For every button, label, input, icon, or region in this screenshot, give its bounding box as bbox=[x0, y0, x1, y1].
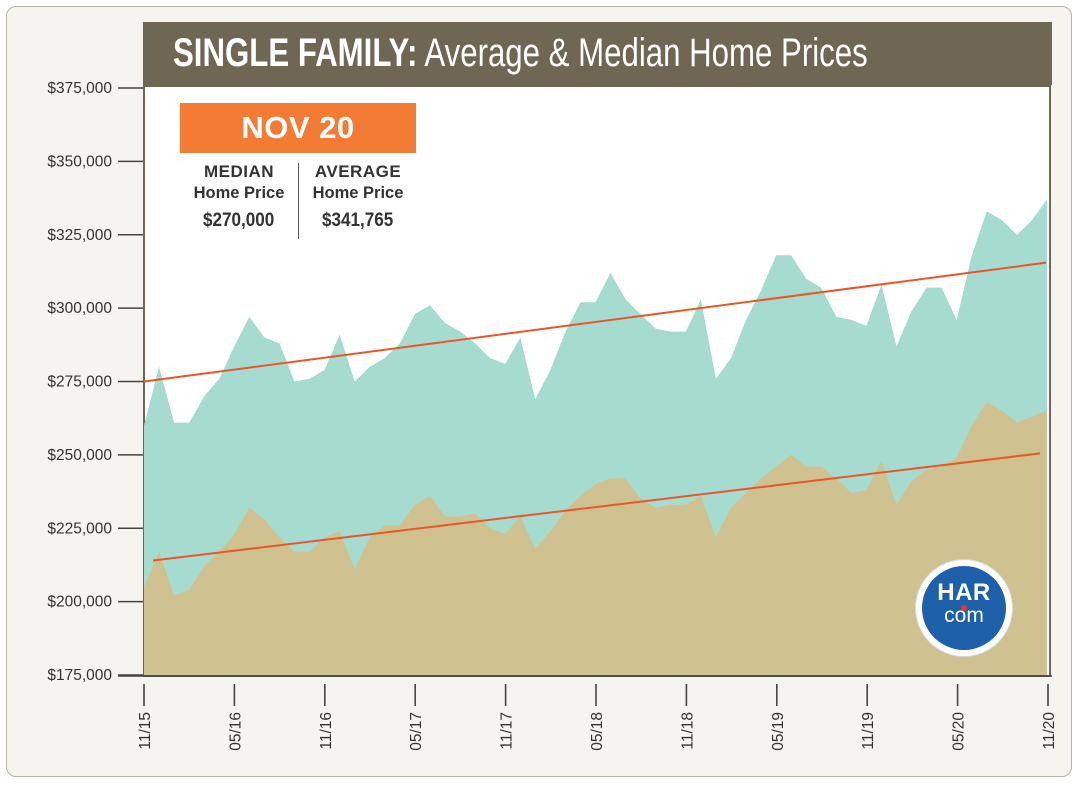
x-tick-label: 11/19 bbox=[860, 712, 877, 750]
chart-title-bar: SINGLE FAMILY: Average & Median Home Pri… bbox=[143, 22, 1052, 85]
average-sublabel: Home Price bbox=[312, 184, 404, 202]
median-stat: MEDIAN Home Price $270,000 bbox=[180, 161, 298, 239]
title-regular-part: Average & Median Home Prices bbox=[417, 31, 868, 75]
har-logo: HAR com bbox=[916, 560, 1012, 656]
average-label: AVERAGE bbox=[314, 162, 402, 181]
stat-divider bbox=[298, 163, 299, 239]
trend-line-median bbox=[152, 452, 1041, 562]
x-tick-label: 05/18 bbox=[589, 712, 606, 751]
chart-title: SINGLE FAMILY: Average & Median Home Pri… bbox=[173, 31, 868, 76]
median-label: MEDIAN bbox=[203, 162, 275, 181]
har-logo-dot bbox=[961, 605, 967, 611]
average-stat: AVERAGE Home Price $341,765 bbox=[299, 161, 417, 239]
x-tick-label: 05/17 bbox=[408, 712, 425, 751]
y-tick-label: $325,000 bbox=[47, 227, 112, 244]
har-logo-circle: HAR com bbox=[922, 566, 1006, 650]
y-tick-label: $350,000 bbox=[47, 153, 112, 170]
x-tick-label: 05/20 bbox=[951, 712, 968, 751]
har-logo-com: com bbox=[944, 604, 984, 627]
har-logo-text: HAR bbox=[937, 579, 991, 606]
median-value: $270,000 bbox=[203, 210, 275, 231]
x-tick-label: 05/16 bbox=[227, 712, 244, 751]
month-badge: NOV 20 bbox=[180, 103, 416, 153]
x-tick-label: 11/16 bbox=[318, 712, 335, 750]
median-sublabel: Home Price bbox=[193, 184, 285, 202]
y-tick-label: $225,000 bbox=[47, 520, 112, 537]
y-tick-label: $250,000 bbox=[47, 447, 112, 464]
title-bold-part: SINGLE FAMILY: bbox=[173, 31, 418, 75]
x-tick-label: 05/19 bbox=[770, 712, 787, 751]
y-tick-label: $300,000 bbox=[47, 300, 112, 317]
x-tick-label: 11/18 bbox=[679, 712, 696, 750]
x-tick-label: 11/15 bbox=[137, 712, 154, 750]
y-tick-label: $375,000 bbox=[47, 80, 112, 97]
y-tick-label: $175,000 bbox=[47, 667, 112, 684]
stat-columns: MEDIAN Home Price $270,000 AVERAGE Home … bbox=[180, 161, 418, 239]
x-tick-label: 11/20 bbox=[1041, 712, 1058, 750]
x-tick-label: 11/17 bbox=[499, 712, 516, 750]
average-value: $341,765 bbox=[322, 210, 394, 231]
y-tick-label: $200,000 bbox=[47, 594, 112, 611]
stat-summary: NOV 20 MEDIAN Home Price $270,000 AVERAG… bbox=[180, 103, 418, 239]
area-median bbox=[144, 402, 1047, 675]
trend-line-average bbox=[143, 261, 1047, 383]
y-tick-label: $275,000 bbox=[47, 374, 112, 391]
